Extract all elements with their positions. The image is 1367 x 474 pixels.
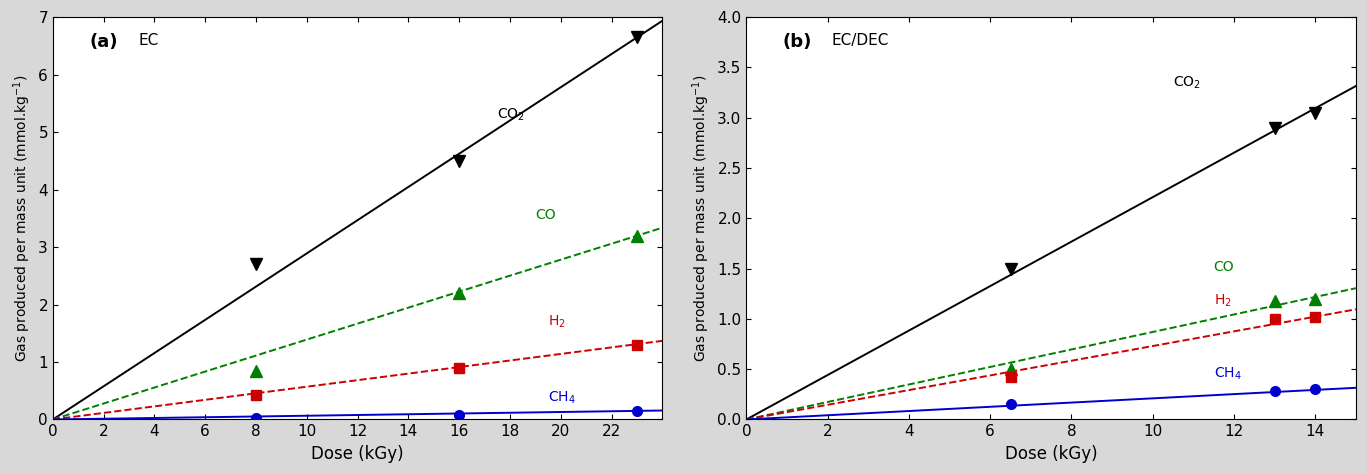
Text: EC: EC: [138, 33, 159, 48]
Text: CO: CO: [536, 209, 556, 222]
Text: CO: CO: [1214, 260, 1234, 273]
Y-axis label: Gas produced per mass unit (mmol.kg$^{-1}$): Gas produced per mass unit (mmol.kg$^{-1…: [11, 74, 33, 362]
X-axis label: Dose (kGy): Dose (kGy): [312, 445, 403, 463]
Text: CH$_4$: CH$_4$: [548, 390, 576, 406]
Text: EC/DEC: EC/DEC: [831, 33, 889, 48]
Text: CO$_2$: CO$_2$: [1173, 74, 1202, 91]
Text: (a): (a): [89, 33, 118, 51]
Text: CO$_2$: CO$_2$: [498, 107, 525, 123]
Text: (b): (b): [783, 33, 812, 51]
Y-axis label: Gas produced per mass unit (mmol.kg$^{-1}$): Gas produced per mass unit (mmol.kg$^{-1…: [690, 74, 712, 362]
Text: H$_2$: H$_2$: [1214, 292, 1232, 309]
Text: CH$_4$: CH$_4$: [1214, 366, 1241, 383]
X-axis label: Dose (kGy): Dose (kGy): [1005, 445, 1098, 463]
Text: H$_2$: H$_2$: [548, 314, 566, 330]
